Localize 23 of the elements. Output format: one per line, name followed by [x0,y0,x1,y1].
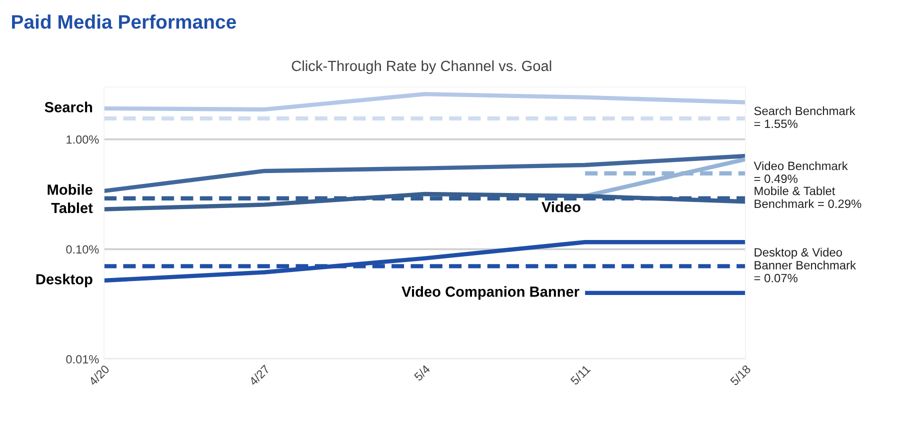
chart-title: Paid Media Performance [12,14,236,29]
series-label: Desktop & Video Banner Benchmark = 0.07% [754,248,856,282]
series-label: Desktop [36,274,92,288]
chart-subtitle: Click-Through Rate by Channel vs. Goal [292,60,552,74]
y-tick-label: 0.01% [66,355,99,364]
series-label: Video Benchmark = 0.49% [754,161,848,183]
y-tick-label: 1.00% [66,135,99,144]
series-label: Search Benchmark = 1.55% [754,106,856,128]
series-label: Tablet [51,202,93,214]
line-series [104,154,746,194]
series-label: Video Companion Banner [402,286,580,300]
series-label: Video [542,202,580,212]
x-tick-label: 5/11 [570,364,591,386]
x-tick-label: 4/20 [88,364,110,386]
series-label: Search [44,102,92,112]
x-tick-label: 5/18 [729,364,752,386]
series-label: Mobile & Tablet Benchmark = 0.29% [754,186,862,208]
y-tick-label: 0.10% [66,245,99,254]
series-label: Mobile [48,184,92,195]
line-series [104,240,746,283]
line-series [104,92,746,112]
line-series [104,192,746,212]
x-tick-label: 5/4 [413,364,431,382]
